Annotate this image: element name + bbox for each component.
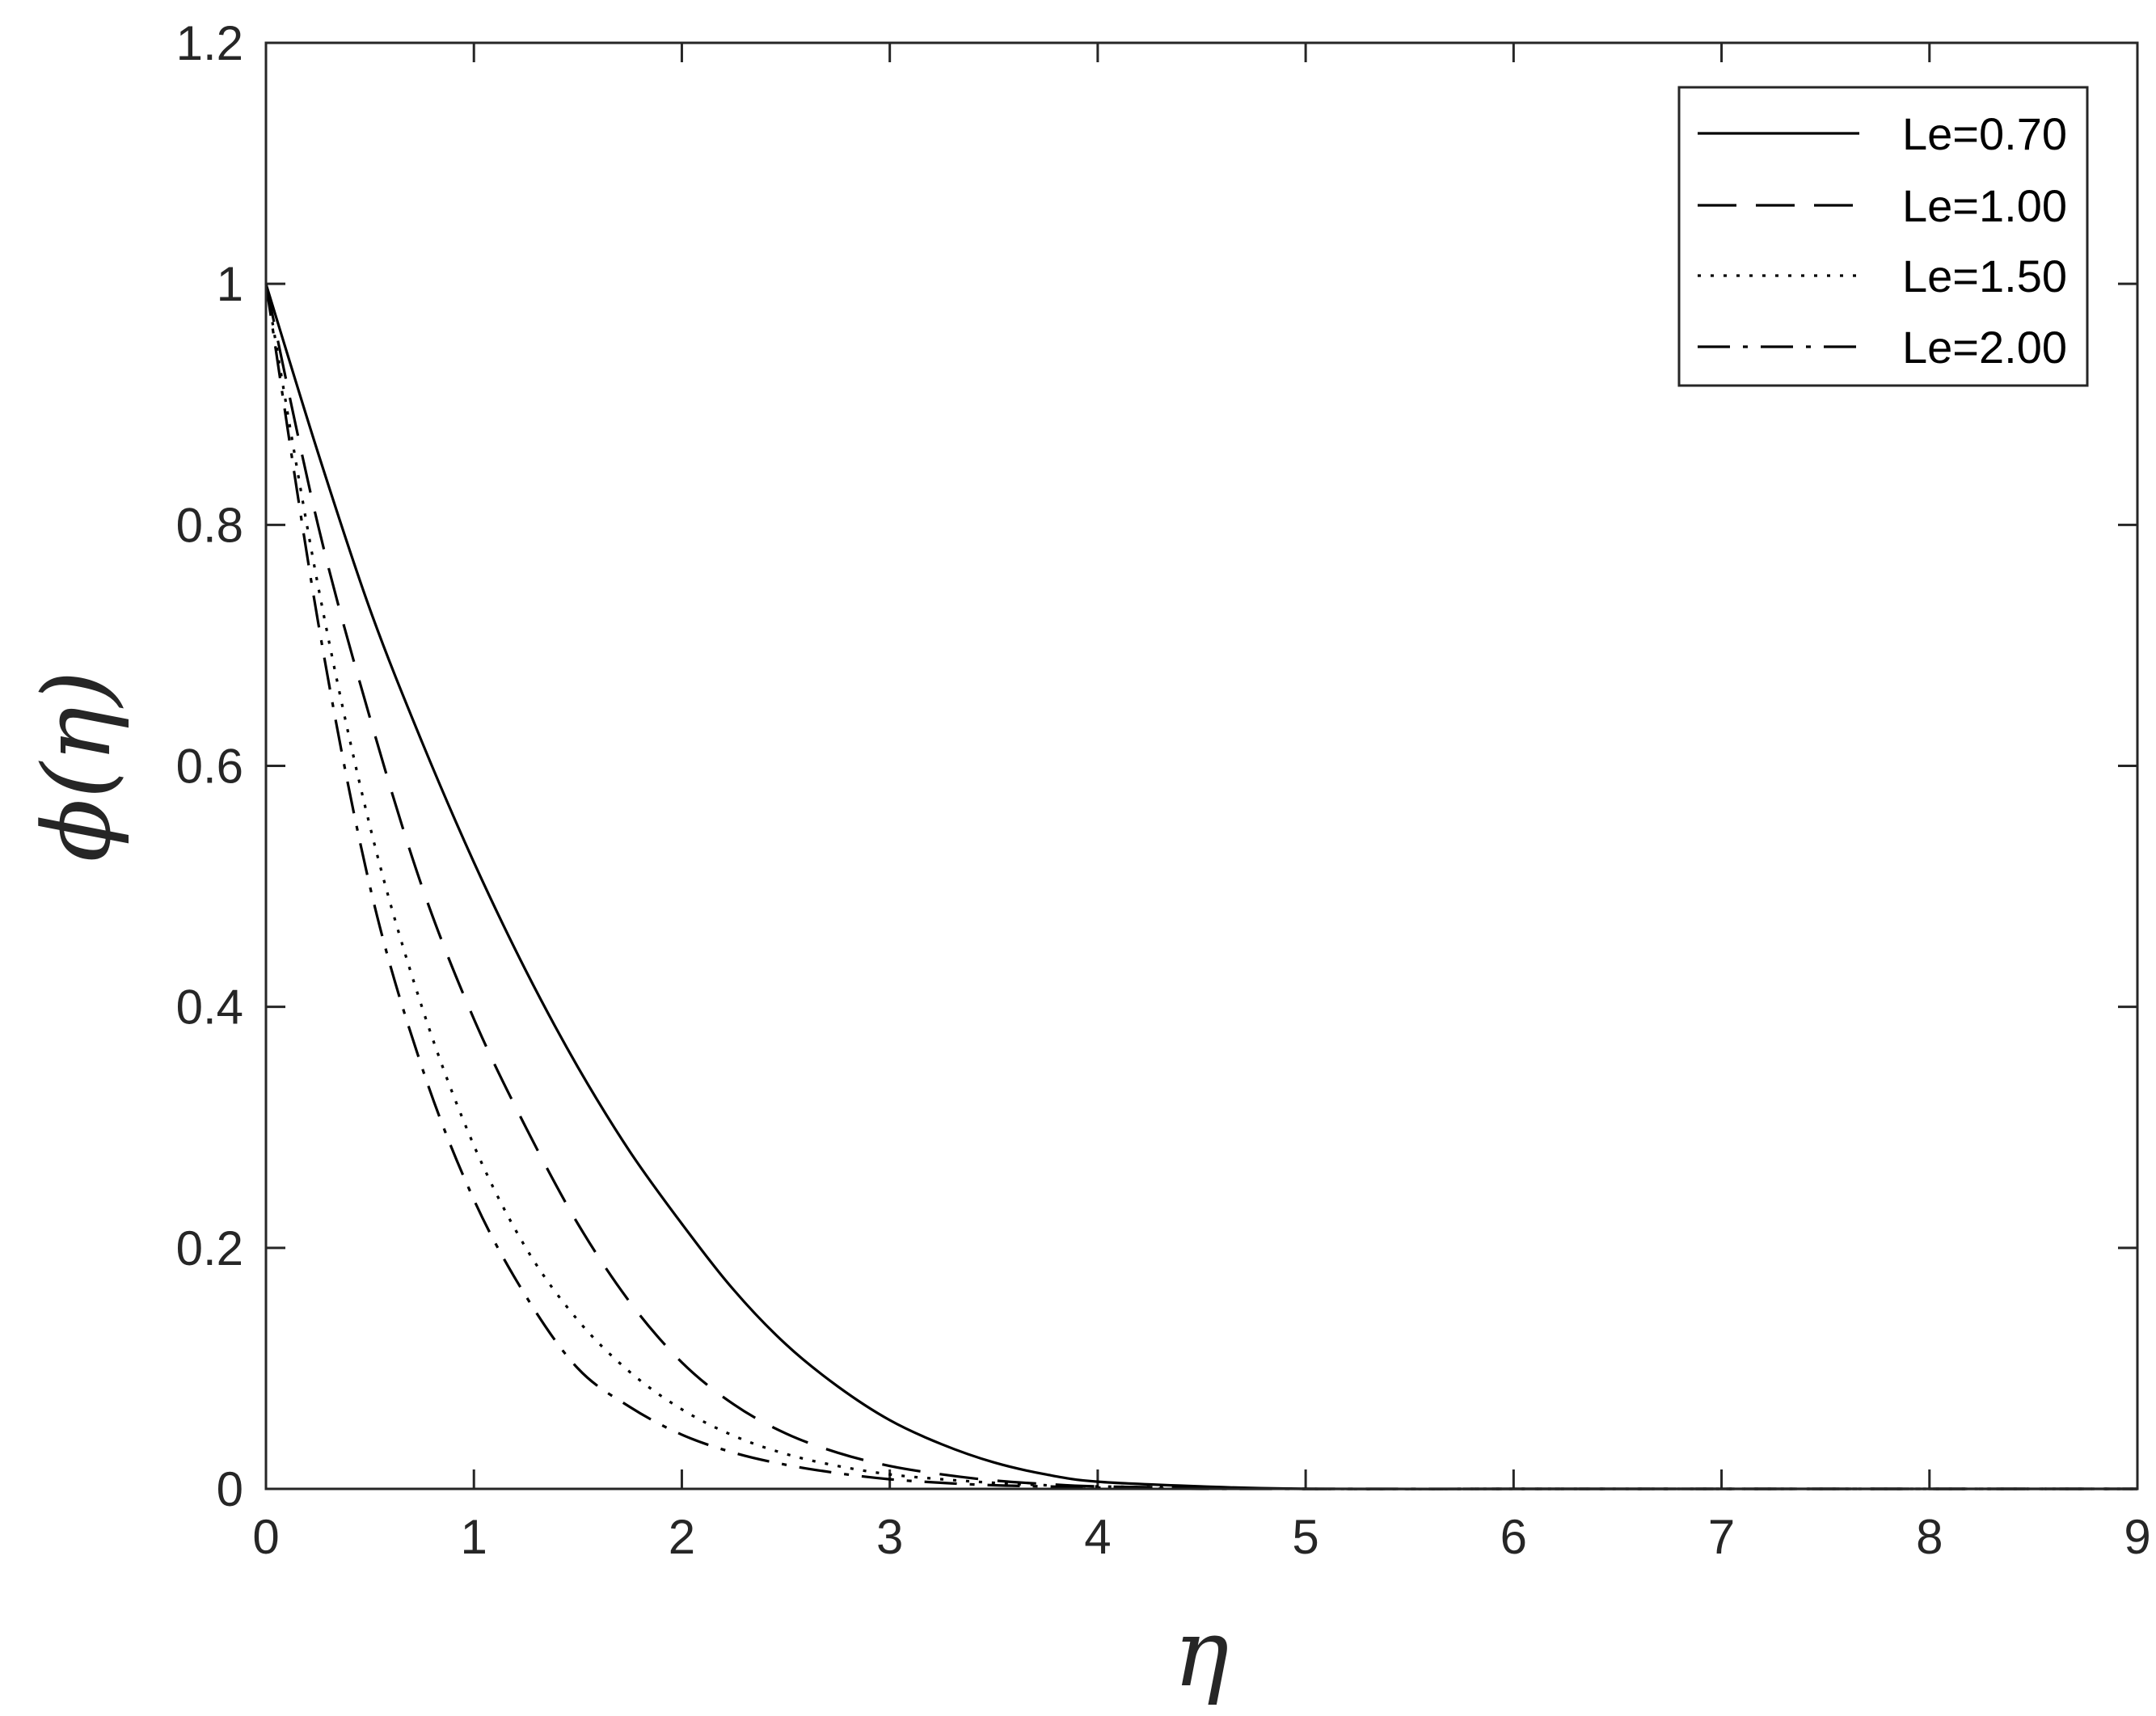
x-tick-label: 9	[2124, 1510, 2150, 1564]
x-tick-label: 8	[1916, 1510, 1943, 1564]
y-tick-label: 0.2	[176, 1221, 243, 1275]
x-axis-title: η	[1174, 1600, 1230, 1708]
x-axis-ticks: 0 1 2 3 4 5 6 7 8 9	[252, 43, 2151, 1564]
y-axis-ticks: 0 0.2 0.4 0.6 0.8 1 1.2	[176, 16, 2137, 1516]
x-tick-label: 1	[461, 1510, 487, 1564]
x-tick-label: 5	[1292, 1510, 1318, 1564]
plot-frame	[264, 41, 2139, 1490]
x-tick-label: 0	[252, 1510, 279, 1564]
legend-label: Le=1.50	[1902, 251, 2067, 301]
y-tick-label: 0.8	[176, 498, 243, 552]
legend-label: Le=1.00	[1902, 180, 2067, 231]
legend: Le=0.70 Le=1.00 Le=1.50 Le=2.00	[1677, 86, 2089, 387]
y-tick-label: 0.6	[176, 740, 243, 794]
y-tick-label: 0.4	[176, 980, 243, 1035]
x-tick-label: 7	[1708, 1510, 1735, 1564]
y-tick-label: 1	[217, 257, 243, 311]
y-axis-title: ϕ(η)	[23, 670, 132, 862]
x-tick-label: 4	[1084, 1510, 1111, 1564]
legend-box	[1677, 86, 2089, 387]
y-tick-label: 1.2	[176, 16, 243, 70]
legend-label: Le=0.70	[1902, 108, 2067, 159]
x-tick-label: 6	[1500, 1510, 1527, 1564]
y-tick-label: 0	[217, 1462, 243, 1516]
legend-label: Le=2.00	[1902, 322, 2067, 373]
x-tick-label: 2	[669, 1510, 695, 1564]
series-line-4	[264, 283, 2137, 1490]
x-tick-label: 3	[876, 1510, 903, 1564]
